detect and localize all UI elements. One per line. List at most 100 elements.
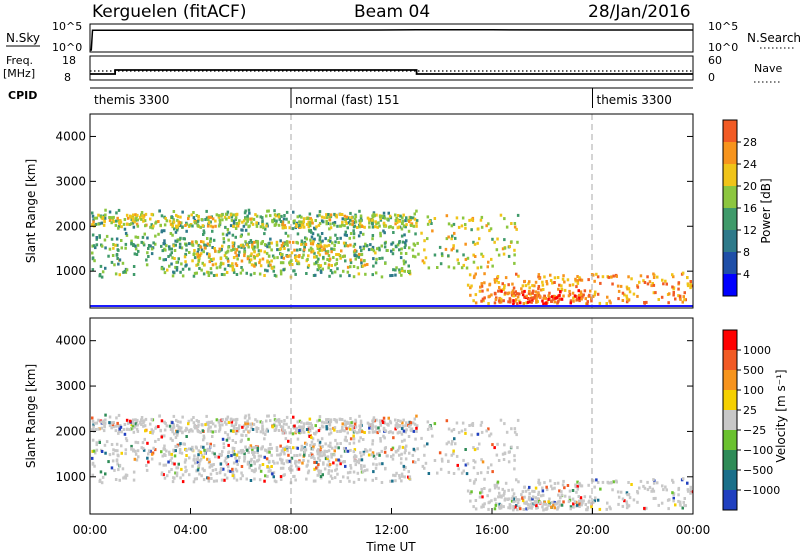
time-tick-label: 04:00 bbox=[173, 523, 208, 537]
velocity-cell bbox=[328, 480, 331, 484]
power-cell bbox=[330, 250, 333, 254]
velocity-cell bbox=[164, 454, 167, 457]
power-cell bbox=[349, 218, 352, 222]
power-cell bbox=[318, 235, 322, 239]
power-cell bbox=[630, 277, 633, 281]
velocity-cell bbox=[377, 452, 381, 456]
velocity-cell bbox=[457, 431, 461, 435]
power-cell bbox=[521, 293, 525, 297]
velocity-cell bbox=[134, 449, 137, 453]
power-cell bbox=[359, 245, 362, 249]
power-cell bbox=[457, 225, 461, 229]
velocity-cell bbox=[116, 462, 119, 466]
velocity-cell bbox=[318, 443, 321, 447]
velocity-cell bbox=[234, 467, 238, 471]
time-tick-label: 12:00 bbox=[374, 523, 409, 537]
power-cell bbox=[163, 239, 166, 243]
velocity-cell bbox=[415, 414, 418, 418]
velocity-cell bbox=[108, 415, 112, 419]
power-panel-bg bbox=[90, 114, 693, 308]
power-cell bbox=[464, 258, 468, 261]
velocity-cell bbox=[137, 455, 140, 459]
nsky-label: N.Sky bbox=[6, 31, 40, 45]
velocity-cell bbox=[118, 478, 121, 482]
power-cell bbox=[506, 292, 510, 296]
power-cell bbox=[145, 263, 149, 267]
power-cell bbox=[383, 245, 387, 249]
velocity-cell bbox=[193, 477, 197, 481]
power-cell bbox=[327, 266, 330, 270]
power-cell bbox=[133, 252, 137, 256]
power-cell bbox=[423, 261, 426, 265]
velocity-cell bbox=[282, 422, 286, 426]
velocity-cell bbox=[278, 423, 281, 426]
power-cell bbox=[366, 263, 369, 266]
freq-unit-label: [MHz] bbox=[3, 67, 35, 80]
power-cell bbox=[196, 219, 200, 223]
power-cell bbox=[142, 219, 145, 223]
velocity-cell bbox=[344, 464, 347, 468]
velocity-cell bbox=[169, 458, 172, 462]
velocity-cell bbox=[113, 468, 116, 472]
power-cell bbox=[285, 217, 288, 221]
velocity-cell bbox=[117, 454, 120, 458]
velocity-cell bbox=[273, 479, 277, 483]
power-cell bbox=[98, 235, 101, 239]
power-cell bbox=[132, 225, 136, 229]
velocity-cell bbox=[209, 463, 213, 467]
velocity-cell bbox=[174, 449, 177, 453]
velocity-cell bbox=[464, 431, 467, 435]
power-cell bbox=[433, 217, 437, 220]
velocity-cell bbox=[464, 463, 468, 467]
power-cell bbox=[400, 222, 404, 225]
power-cell bbox=[440, 252, 444, 256]
power-cell bbox=[379, 218, 383, 222]
velocity-cell bbox=[133, 457, 137, 461]
velocity-cell bbox=[131, 426, 135, 430]
velocity-cell bbox=[525, 500, 528, 504]
power-cell bbox=[576, 275, 579, 278]
velocity-cell bbox=[341, 425, 344, 429]
velocity-cell bbox=[261, 426, 264, 430]
power-cell bbox=[114, 219, 118, 223]
velocity-cell bbox=[175, 474, 179, 478]
velocity-cell bbox=[558, 489, 561, 493]
power-cell bbox=[203, 243, 206, 247]
velocity-colorbar-swatch bbox=[723, 330, 737, 351]
velocity-cell bbox=[180, 451, 184, 455]
power-colorbar-tick-label: 16 bbox=[743, 202, 757, 215]
power-cell bbox=[218, 218, 221, 222]
power-cell bbox=[188, 223, 191, 227]
power-cell bbox=[232, 219, 236, 223]
power-cell bbox=[683, 298, 686, 302]
power-cell bbox=[646, 275, 649, 279]
power-cell bbox=[327, 243, 331, 247]
power-cell bbox=[185, 243, 188, 247]
velocity-cell bbox=[408, 475, 412, 479]
power-cell bbox=[195, 271, 198, 275]
power-cell bbox=[226, 228, 230, 231]
velocity-cell bbox=[318, 427, 322, 431]
power-cell bbox=[431, 229, 434, 233]
power-cell bbox=[163, 229, 166, 233]
power-cell bbox=[140, 240, 143, 244]
power-cell bbox=[409, 216, 413, 220]
velocity-cell bbox=[245, 427, 248, 431]
velocity-cell bbox=[579, 496, 583, 500]
power-cell bbox=[281, 241, 285, 245]
power-cell bbox=[590, 296, 593, 300]
velocity-cell bbox=[599, 487, 602, 491]
power-cell bbox=[135, 222, 139, 226]
velocity-cell bbox=[271, 425, 275, 429]
power-cell bbox=[363, 225, 366, 229]
velocity-cell bbox=[587, 483, 590, 487]
power-cell bbox=[251, 241, 254, 244]
velocity-cell bbox=[404, 457, 408, 461]
power-cell bbox=[404, 260, 407, 264]
power-cell bbox=[404, 219, 407, 223]
power-cell bbox=[621, 291, 625, 295]
velocity-cell bbox=[192, 416, 195, 419]
velocity-cell bbox=[212, 479, 216, 483]
velocity-cell bbox=[310, 436, 313, 439]
velocity-cell bbox=[400, 427, 404, 431]
